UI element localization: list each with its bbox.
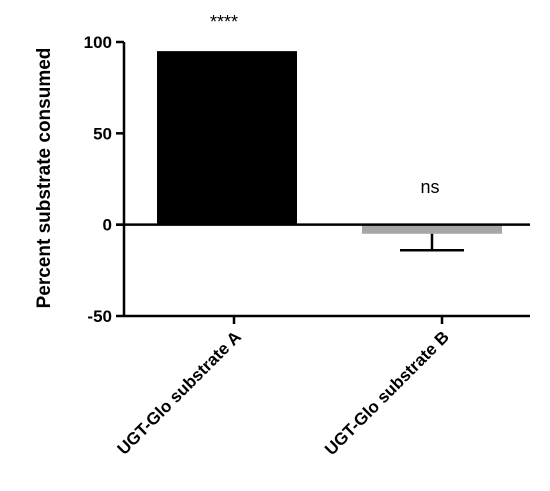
significance-label: ns bbox=[420, 177, 439, 197]
y-axis-label: Percent substrate consumed bbox=[34, 48, 55, 309]
y-tick-label: 0 bbox=[103, 216, 112, 235]
bar bbox=[157, 51, 297, 225]
y-tick-label: 100 bbox=[84, 33, 112, 52]
y-tick-label: 50 bbox=[93, 124, 112, 143]
significance-label: **** bbox=[210, 12, 238, 32]
x-tick-label: UGT-Glo substrate A bbox=[114, 327, 245, 458]
x-tick-label: UGT-Glo substrate B bbox=[321, 327, 453, 459]
y-tick-label: -50 bbox=[87, 307, 112, 326]
bar bbox=[362, 224, 502, 234]
